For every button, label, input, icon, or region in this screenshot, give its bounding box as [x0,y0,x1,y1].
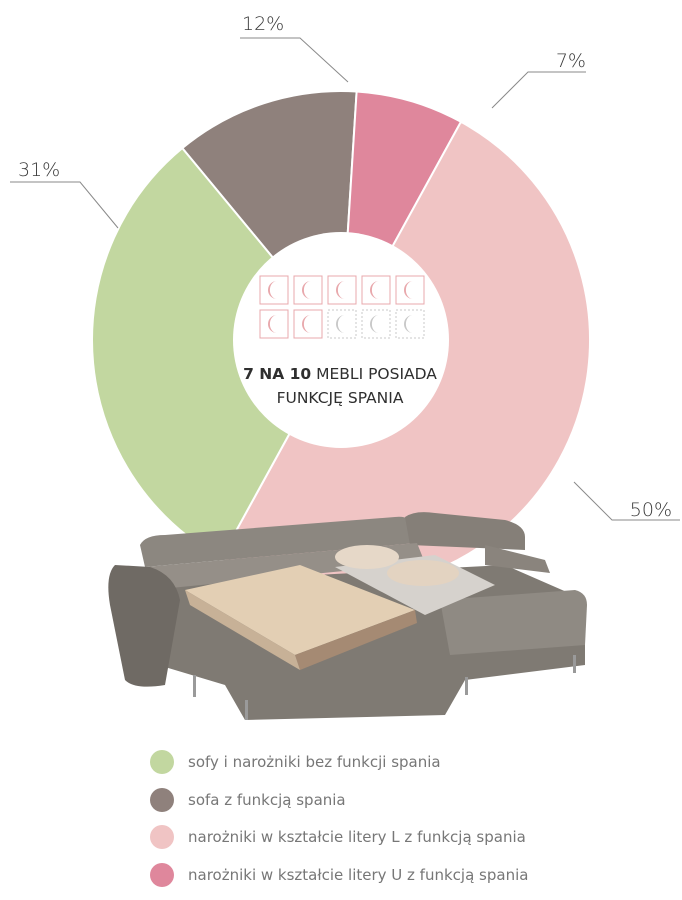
moon-icon [395,309,425,339]
moon-icon [395,275,425,305]
center-caption: 7 NA 10 MEBLI POSIADA FUNKCJĘ SPANIA [215,362,465,410]
leader-line [240,37,349,83]
center-caption-bold: 7 NA 10 [243,365,312,383]
moon-icon [327,275,357,305]
moon-icon [293,275,323,305]
moon-icon [361,309,391,339]
legend-item: sofy i narożniki bez funkcji spania [150,750,528,774]
moon-icon [293,309,323,339]
legend-label: narożniki w kształcie litery L z funkcją… [188,828,526,846]
center-caption-line2: FUNKCJĘ SPANIA [276,389,404,407]
legend-swatch [150,862,174,887]
leader-line [491,71,586,109]
legend-item: sofa z funkcją spania [150,787,528,812]
center-caption-text: MEBLI POSIADA [311,365,437,383]
sleep-icons-grid [259,275,425,339]
slice-labels: 12% 7% 50% 31% [10,13,680,521]
moon-icon [259,309,289,339]
legend-item: narożniki w kształcie litery U z funkcją… [150,862,529,887]
slice-value-label: 12% [242,13,284,35]
donut-slice [91,146,343,560]
slice-value-label: 31% [18,159,60,181]
legend-swatch [150,787,174,812]
slice-value-label: 50% [630,499,672,521]
legend-item: narożniki w kształcie litery L z funkcją… [150,825,528,849]
legend-label: narożniki w kształcie litery U z funkcją… [188,865,529,884]
donut-hole [233,232,449,448]
moon-icon [327,309,357,339]
legend-label: sofa z funkcją spania [188,790,346,809]
moon-icon [259,275,289,305]
legend-swatch [150,750,174,774]
leader-line [10,181,119,229]
legend-swatch [150,825,174,849]
corner-sofa-bed-image [108,512,587,720]
slice-value-label: 7% [556,50,586,72]
legend-label: sofy i narożniki bez funkcji spania [188,753,441,771]
leader-line [573,481,680,521]
chart-legend: sofy i narożniki bez funkcji spania sofa… [150,750,528,900]
moon-icon [361,275,391,305]
